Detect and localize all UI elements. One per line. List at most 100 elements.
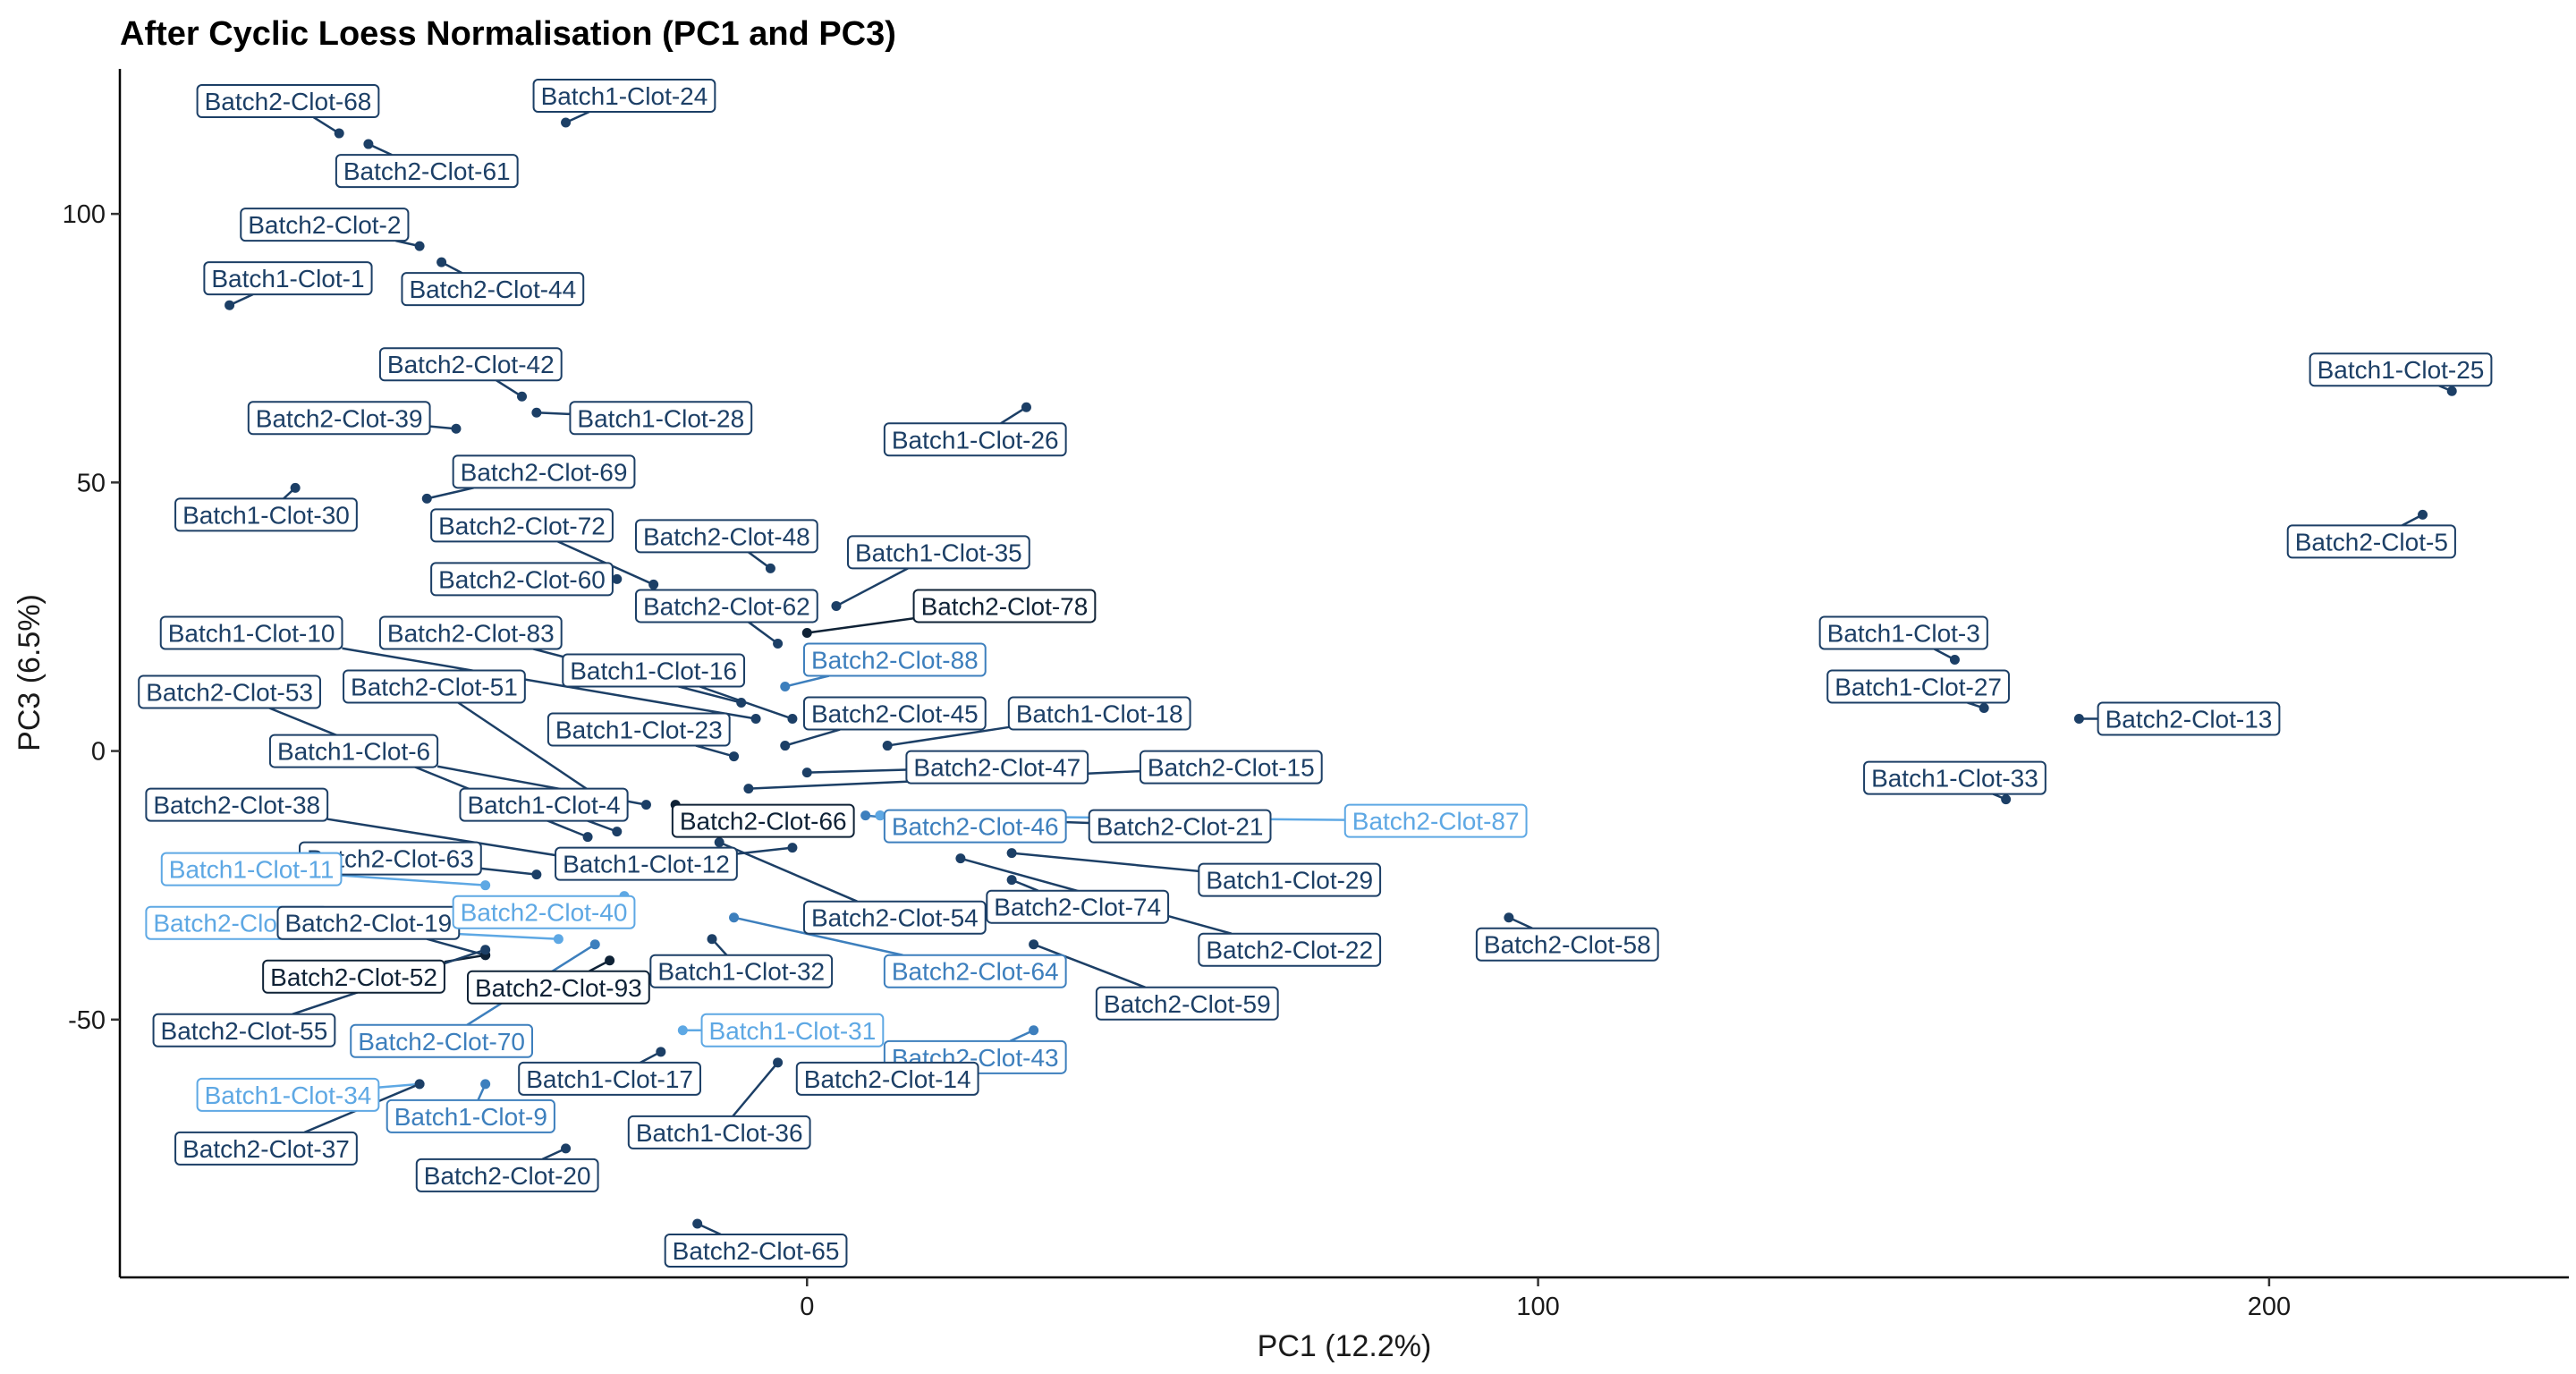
point-label: Batch2-Clot-39 [247,401,431,436]
data-point [2001,794,2012,805]
point-label: Batch2-Clot-48 [634,519,818,554]
leader-line [835,567,909,607]
point-label: Batch1-Clot-1 [203,261,373,296]
point-label: Batch2-Clot-58 [1475,927,1659,962]
data-point [1504,912,1514,923]
point-label: Batch2-Clot-37 [174,1131,358,1166]
point-label: Batch1-Clot-17 [518,1061,701,1096]
data-point [414,1079,425,1090]
point-label: Batch2-Clot-88 [802,642,987,677]
point-label: Batch1-Clot-3 [1818,615,1988,650]
point-label-text: Batch2-Clot-58 [1484,931,1651,959]
data-point [780,682,791,692]
point-label: Batch2-Clot-45 [802,696,987,731]
point-label-text: Batch2-Clot-65 [673,1237,840,1265]
point-label: Batch2-Clot-21 [1088,809,1272,844]
point-label: Batch1-Clot-12 [555,846,738,881]
point-label: Batch2-Clot-55 [152,1013,336,1047]
data-point [714,837,724,848]
point-label-text: Batch1-Clot-34 [205,1081,372,1109]
data-point [729,912,740,923]
point-label-text: Batch1-Clot-30 [182,501,350,529]
point-label-box [700,1013,885,1047]
point-label: Batch2-Clot-40 [452,895,636,929]
point-label-text: Batch2-Clot-53 [146,679,313,707]
point-label-box [240,208,410,242]
point-label: Batch2-Clot-5 [2286,524,2456,559]
point-label-box [247,401,431,436]
point-label-text: Batch1-Clot-23 [555,717,723,744]
leader-line [807,768,907,774]
point-label-box [883,422,1067,457]
point-label-text: Batch1-Clot-33 [1871,765,2038,793]
data-point [750,714,761,725]
y-axis-title: PC3 (6.5%) [13,594,47,751]
point-label: Batch1-Clot-9 [386,1098,555,1133]
y-tick-label: 0 [91,738,106,767]
point-labels: Batch2-Clot-68 Batch2-Clot-61 Batch1-Clot-… [138,79,2493,1268]
x-tick-label: 100 [1516,1293,1559,1321]
data-points [225,117,2457,1229]
point-label-text: Batch1-Clot-28 [577,404,744,432]
point-label-text: Batch2-Clot-39 [256,404,423,432]
x-tick-label: 0 [800,1293,814,1321]
point-label-box [905,750,1089,785]
point-label: Batch2-Clot-62 [634,589,818,623]
point-label: Batch2-Clot-69 [452,454,636,489]
point-label: Batch2-Clot-14 [795,1061,979,1096]
point-label-text: Batch2-Clot-44 [409,276,576,303]
point-label-text: Batch2-Clot-66 [680,808,847,835]
point-label-box [627,1115,811,1149]
point-label-box [160,852,343,886]
point-label: Batch1-Clot-34 [196,1077,380,1112]
point-label-text: Batch2-Clot-55 [161,1017,328,1045]
data-point [2073,714,2084,725]
point-label-text: Batch2-Clot-64 [892,958,1059,986]
point-label-text: Batch1-Clot-31 [709,1017,877,1045]
point-label-text: Batch2-Clot-78 [921,592,1089,620]
point-label-box [1818,615,1988,650]
y-axis-ticks: -50 0 50 100 [63,200,120,1035]
point-label: Batch2-Clot-83 [378,615,563,650]
point-label: Batch2-Clot-60 [430,562,614,597]
point-label-text: Batch1-Clot-11 [169,856,335,884]
point-label-box [2286,524,2456,559]
point-label-text: Batch2-Clot-2 [248,211,401,239]
data-point [1029,1025,1039,1036]
data-point [787,843,798,853]
point-label-text: Batch2-Clot-37 [182,1135,350,1163]
point-label-text: Batch2-Clot-5 [2295,528,2448,556]
point-label-box [1863,760,2046,795]
point-label: Batch2-Clot-61 [335,154,519,189]
point-label-box [1198,862,1382,897]
point-label-box [562,653,746,688]
point-label: Batch2-Clot-65 [664,1233,848,1268]
leader-line [695,744,734,758]
data-point [773,1057,784,1068]
data-point [787,714,798,725]
data-point [955,853,966,864]
point-label-text: Batch1-Clot-12 [563,851,730,878]
point-label-text: Batch1-Clot-10 [168,619,335,647]
point-label: Batch2-Clot-74 [986,889,1170,924]
point-label: Batch2-Clot-78 [912,589,1097,623]
point-label-box [268,734,439,768]
point-label-text: Batch2-Clot-74 [994,894,1161,921]
leader-line [748,621,779,645]
point-label: Batch2-Clot-51 [343,669,526,704]
data-point [480,880,491,891]
leader-line [807,616,914,634]
data-point [736,698,747,708]
point-label-box [1007,696,1191,731]
point-label-box [912,589,1097,623]
data-point [882,741,893,751]
point-label-box [430,562,614,597]
point-label-text: Batch1-Clot-17 [526,1065,693,1093]
leader-line [312,115,340,135]
data-point [773,638,784,649]
point-label: Batch1-Clot-27 [1826,669,2010,704]
leader-line [480,867,538,876]
point-label-box [378,347,563,382]
point-label-box [2309,352,2493,387]
point-label-text: Batch2-Clot-42 [387,351,555,378]
